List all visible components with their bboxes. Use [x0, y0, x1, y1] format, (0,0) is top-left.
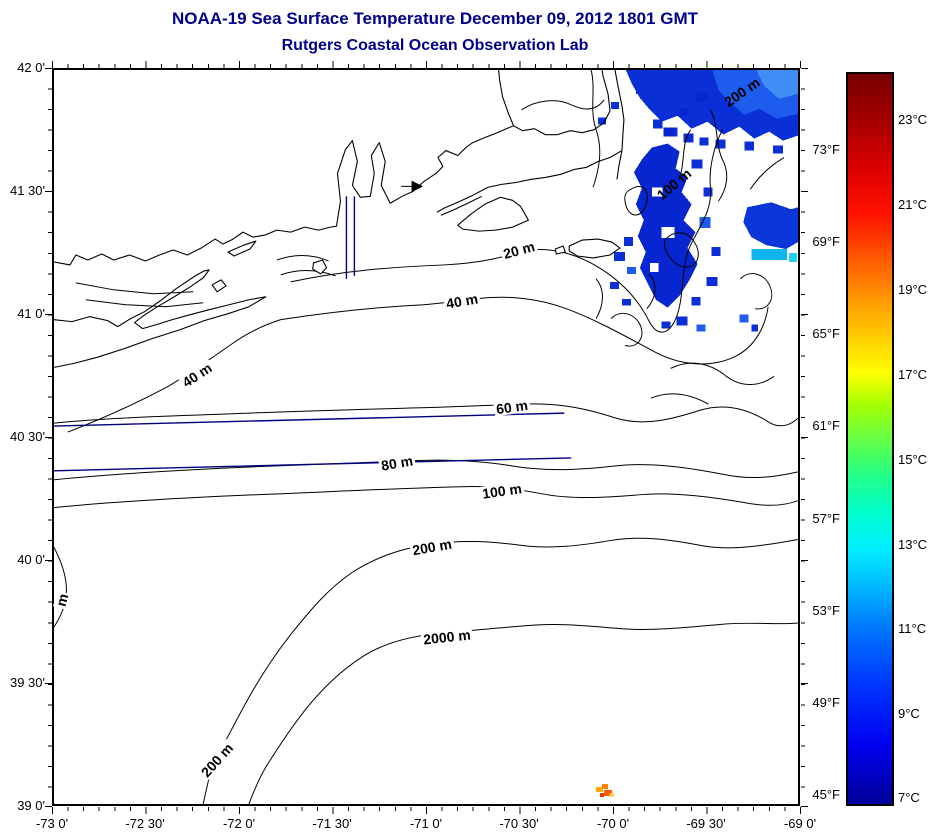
x-tick-label-72: -72 0' — [222, 816, 256, 831]
x-tick-label-70: -70 0' — [596, 816, 630, 831]
figure-title: NOAA-19 Sea Surface Temperature December… — [172, 9, 698, 28]
y-tick-label-40: 40 0' — [17, 552, 45, 567]
bathymetry-contours-group — [54, 70, 798, 804]
colorbar-f-label-69: 69°F — [812, 234, 840, 249]
colorbar-c-label-13: 13°C — [898, 537, 928, 552]
y-tick-label-42: 42 0' — [17, 60, 45, 75]
colorbar-c-label-15: 15°C — [898, 452, 928, 467]
colorbar-c-label-19: 19°C — [898, 282, 928, 297]
y-tick-label-39: 39 0' — [17, 798, 45, 813]
colorbar-c-label-21: 21°C — [898, 197, 928, 212]
colorbar-f-label-65: 65°F — [812, 326, 840, 341]
map-graphics — [54, 70, 798, 804]
x-tick-label-73: -73 0' — [35, 816, 69, 831]
colorbar-f-label-73: 73°F — [812, 142, 840, 157]
x-tick-label-7230: -72 30' — [125, 816, 165, 831]
colorbar-f-label-49: 49°F — [812, 695, 840, 710]
colorbar-c-label-9: 9°C — [898, 706, 920, 721]
colorbar-c-label-7: 7°C — [898, 790, 920, 805]
x-axis-top-major-ticks — [52, 61, 801, 68]
coastline-group — [54, 70, 625, 368]
x-axis-bottom-major-ticks — [52, 807, 801, 814]
y-tick-label-3930: 39 30' — [9, 675, 45, 690]
y-axis-right-major-ticks — [801, 68, 808, 807]
x-tick-label-71: -71 0' — [409, 816, 443, 831]
x-tick-label-7130: -71 30' — [312, 816, 352, 831]
x-tick-label-6930: -69 30' — [686, 816, 726, 831]
colorbar-c-label-17: 17°C — [898, 367, 928, 382]
y-tick-label-4030: 40 30' — [9, 429, 45, 444]
colorbar-f-label-45: 45°F — [812, 787, 840, 802]
transect-lines-group — [54, 196, 572, 472]
map-plot-area: 20 m 40 m 40 m 60 m 80 m 100 m 200 m 200… — [52, 68, 800, 806]
colorbar-gradient — [846, 72, 894, 806]
contour-label-m-fragment: m — [52, 590, 72, 610]
sst-data-group — [596, 70, 798, 798]
colorbar-f-label-57: 57°F — [812, 511, 840, 526]
colorbar-f-label-53: 53°F — [812, 603, 840, 618]
y-tick-label-41: 41 0' — [17, 306, 45, 321]
colorbar-c-label-23: 23°C — [898, 112, 928, 127]
figure-subtitle: Rutgers Coastal Ocean Observation Lab — [281, 37, 589, 54]
x-tick-label-69: -69 0' — [783, 816, 817, 831]
arrow-annotation — [401, 180, 424, 193]
y-tick-label-4130: 41 30' — [9, 183, 45, 198]
colorbar-c-label-11: 11°C — [898, 621, 927, 636]
y-axis-left-major-ticks — [45, 68, 52, 807]
x-tick-label-7030: -70 30' — [499, 816, 539, 831]
colorbar-f-label-61: 61°F — [812, 418, 840, 433]
